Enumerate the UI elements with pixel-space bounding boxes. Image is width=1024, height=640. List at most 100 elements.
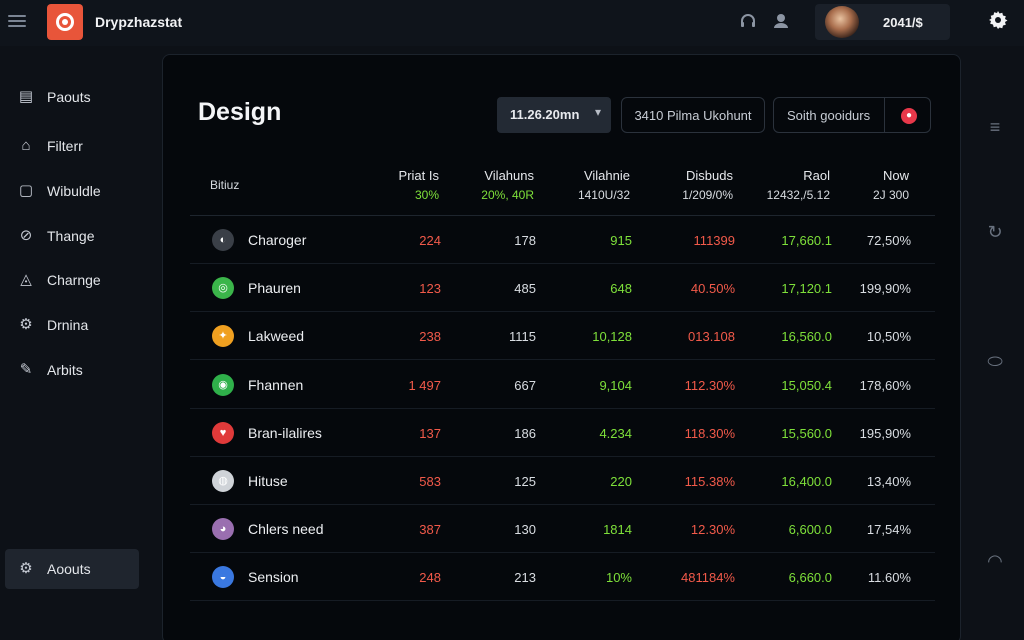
sidebar-item-aoouts[interactable]: ⚙ Aoouts [5, 549, 139, 589]
table-row[interactable]: ◐ Charoger 224 178 915 111399 17,660.1 72,50% [190, 216, 935, 264]
avatar [825, 6, 859, 38]
top-bar: Drypzhazstat 2041/$ [0, 0, 1024, 46]
table-cell: 1 497 [408, 377, 441, 393]
column-header[interactable]: Now [882, 168, 909, 183]
table-cell: 178 [514, 233, 536, 248]
column-subheader: 1410U/32 [577, 188, 630, 202]
row-name: Charoger [248, 232, 307, 248]
table-row[interactable]: ✦ Lakweed 238 1115 10,128 013.108 16,560.0 10,5… [190, 312, 935, 361]
table-cell: 17,660.1 [781, 233, 832, 248]
table-cell: 10,50% [866, 329, 911, 345]
table-row[interactable]: ◕ Chlers need 387 130 1814 12.30% 6,600.0 17,54… [190, 505, 935, 554]
row-name: Fhannen [248, 376, 304, 393]
search-box[interactable]: Soith gooidurs ● [773, 97, 931, 133]
gear-icon: ⚙ [19, 316, 33, 333]
settings-gear-icon[interactable] [987, 10, 1009, 32]
sidebar: ▤ Paouts ⌂ Filterr ▢ Wibuldle ⊘ Thange ◬… [0, 50, 160, 640]
refresh-icon[interactable]: ↻ [987, 222, 1003, 242]
row-avatar-icon: ♥ [212, 421, 234, 444]
row-avatar-icon: ◉ [212, 373, 234, 396]
date-select-value: 11.26.20mn [510, 107, 580, 122]
sidebar-item-drnina[interactable]: ⚙ Drnina [0, 307, 160, 343]
table-cell: 4.234 [599, 425, 632, 441]
sidebar-item-wibuldle[interactable]: ▢ Wibuldle [0, 173, 160, 209]
table-cell: 648 [610, 281, 632, 297]
sidebar-item-charnge[interactable]: ◬ Charnge [0, 262, 160, 298]
sidebar-item-paouts[interactable]: ▤ Paouts [0, 79, 160, 115]
column-header[interactable]: Disbuds [686, 168, 733, 183]
sidebar-item-arbits[interactable]: ✎ Arbits [0, 352, 160, 388]
column-header[interactable]: Raol [803, 168, 830, 183]
filter-button[interactable]: 3410 Pilma Ukohunt [621, 97, 765, 133]
table-cell: 224 [419, 233, 441, 248]
sidebar-item-label: Drnina [47, 317, 89, 333]
table-row[interactable]: ◎ Phauren 123 485 648 40.50% 17,120.1 199,90% [190, 264, 935, 313]
user-icon[interactable] [770, 11, 792, 33]
chevron-down-icon: ▾ [594, 105, 601, 119]
headset-icon[interactable] [737, 11, 759, 33]
table-cell: 238 [419, 329, 441, 345]
table-cell: 112.30% [684, 377, 735, 393]
sidebar-item-thange[interactable]: ⊘ Thange [0, 218, 160, 254]
table-cell: 481184% [681, 570, 735, 586]
main-panel: Design 11.26.20mn ▾ 3410 Pilma Ukohunt S… [162, 54, 961, 640]
table-cell: 9,104 [599, 377, 632, 393]
table-row[interactable]: ◍ Hituse 583 125 220 115.38% 16,400.0 13,40% [190, 457, 935, 505]
table-cell: 915 [610, 233, 632, 248]
table-row[interactable]: ◉ Fhannen 1 497 667 9,104 112.30% 15,050.4 178,… [190, 361, 935, 409]
row-name: Chlers need [248, 521, 324, 538]
table-cell: 667 [514, 377, 536, 393]
column-subheader: 2J 300 [872, 188, 909, 202]
table-cell: 17,120.1 [781, 281, 832, 297]
table-row[interactable]: ♥ Bran-ilalires 137 186 4.234 118.30% 15,560.0… [190, 409, 935, 457]
column-header[interactable]: Vilahnie [583, 168, 630, 183]
menu-icon[interactable] [8, 12, 26, 30]
page-title: Design [198, 98, 282, 126]
table-cell: 220 [610, 474, 632, 489]
table-cell: 11.60% [867, 570, 911, 586]
sidebar-item-label: Thange [47, 228, 95, 244]
table-cell: 115.38% [684, 474, 735, 489]
row-avatar-icon: ◕ [212, 518, 234, 541]
folder-icon: ▢ [18, 182, 34, 199]
table-row[interactable]: ◒ Sension 248 213 10% 481184% 6,660.0 11.60% [190, 553, 935, 602]
gauge-icon[interactable]: ◠ [987, 551, 1003, 571]
column-header[interactable]: Vilahuns [484, 168, 534, 183]
table-cell: 130 [514, 522, 536, 538]
app-logo[interactable] [47, 4, 83, 40]
table-cell: 199,90% [859, 281, 911, 297]
sidebar-item-filterr[interactable]: ⌂ Filterr [0, 128, 160, 164]
column-subheader: 12432,/5.12 [766, 188, 830, 202]
table-cell: 15,560.0 [781, 425, 832, 441]
date-select[interactable]: 11.26.20mn ▾ [497, 97, 611, 133]
row-name: Lakweed [248, 328, 305, 345]
alert-icon[interactable]: ● [901, 108, 917, 124]
table-cell: 10,128 [592, 329, 632, 345]
user-account-chip[interactable]: 2041/$ [815, 4, 950, 40]
table-cell: 248 [419, 570, 441, 586]
table-cell: 72,50% [866, 233, 911, 248]
brush-icon[interactable]: ⬭ [987, 351, 1003, 371]
divider [190, 215, 935, 216]
column-subheader: 30% [414, 188, 439, 202]
edit-icon: ✎ [19, 361, 33, 378]
table-cell: 387 [419, 522, 441, 538]
column-header[interactable]: Priat Is [398, 168, 439, 183]
table-cell: 17,54% [866, 522, 911, 538]
row-avatar-icon: ◍ [212, 470, 234, 492]
table-cell: 178,60% [859, 377, 911, 393]
list-icon[interactable]: ≡ [989, 117, 1001, 137]
row-name: Bran-ilalires [248, 424, 322, 441]
row-name: Hituse [248, 473, 288, 489]
row-avatar-icon: ✦ [212, 325, 234, 348]
table-cell: 111399 [693, 233, 735, 248]
column-subheader: 1/209/0% [682, 188, 733, 202]
table-cell: 16,400.0 [781, 474, 832, 489]
table-cell: 137 [419, 425, 441, 441]
sidebar-item-label: Filterr [47, 138, 83, 154]
table-cell: 1814 [603, 522, 632, 538]
table-cell: 213 [514, 570, 536, 586]
table-cell: 6,600.0 [788, 522, 832, 538]
table-cell: 013.108 [688, 329, 735, 345]
row-name: Phauren [248, 280, 301, 297]
